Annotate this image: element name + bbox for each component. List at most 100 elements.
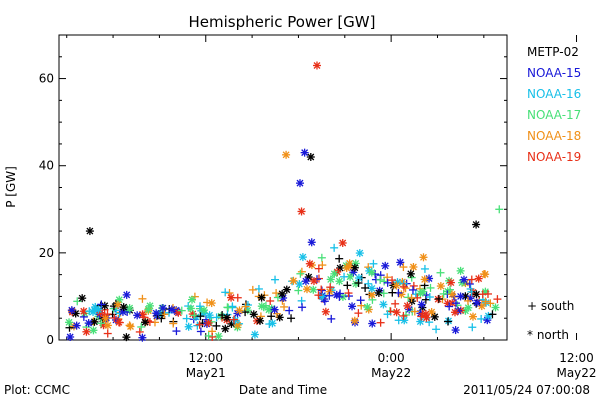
marker-legend: + south * north xyxy=(527,299,574,342)
data-point-south xyxy=(267,312,276,321)
data-point-south xyxy=(451,299,460,308)
data-point-north xyxy=(326,275,335,284)
data-point-south xyxy=(354,279,363,288)
data-point-south xyxy=(379,289,388,298)
data-point-north xyxy=(474,274,483,283)
data-point-south xyxy=(137,322,146,331)
data-point-north xyxy=(207,299,216,308)
data-point-south xyxy=(417,312,426,321)
data-point-south xyxy=(380,277,389,286)
data-point-north xyxy=(392,308,401,317)
data-point-north xyxy=(302,285,311,294)
data-point-north xyxy=(484,311,493,320)
data-point-south xyxy=(391,299,400,308)
data-point-south xyxy=(208,332,217,341)
data-point-south xyxy=(259,303,268,312)
data-point-south xyxy=(401,284,410,293)
data-point-north xyxy=(309,277,318,286)
data-point-north xyxy=(72,321,81,330)
data-point-south xyxy=(314,264,323,273)
highlighted-point-north xyxy=(282,150,291,159)
data-point-south xyxy=(172,327,181,336)
data-point-south xyxy=(409,281,418,290)
x-tick-label-time: 12:00 xyxy=(559,351,594,365)
data-point-north xyxy=(78,294,87,303)
data-point-north xyxy=(84,319,93,328)
highlighted-point-south xyxy=(495,205,504,214)
data-point-north xyxy=(321,307,330,316)
data-point-south xyxy=(196,312,205,321)
data-point-south xyxy=(241,302,250,311)
legend-entry: METP-02 xyxy=(527,45,579,59)
data-point-south xyxy=(364,279,373,288)
data-point-south xyxy=(336,289,345,298)
data-point-south xyxy=(467,275,476,284)
data-point-north xyxy=(82,327,91,336)
series-legend: METP-02 NOAA-15 NOAA-16 NOAA-17 NOAA-18 NOAA-… xyxy=(527,45,581,164)
x-axis-label: Date and Time xyxy=(239,383,327,397)
data-point-north xyxy=(133,311,142,320)
data-point-south xyxy=(425,293,434,302)
y-axis-ticks: 0 20 40 60 xyxy=(39,34,507,347)
data-point-south xyxy=(408,285,417,294)
marker-legend-entry: + south xyxy=(527,299,574,313)
highlighted-point-north xyxy=(85,227,94,236)
data-point-north xyxy=(227,293,236,302)
data-point-north xyxy=(138,333,147,342)
data-point-south xyxy=(420,264,429,273)
data-point-north xyxy=(305,259,314,268)
data-point-south xyxy=(298,303,307,312)
data-point-south xyxy=(463,296,472,305)
legend-entry: NOAA-18 xyxy=(527,129,581,143)
data-point-north xyxy=(422,313,431,322)
data-point-north xyxy=(94,305,103,314)
data-point-north xyxy=(122,333,131,342)
data-point-south xyxy=(344,289,353,298)
data-point-south xyxy=(320,297,329,306)
data-point-south xyxy=(388,288,397,297)
data-point-south xyxy=(410,307,419,316)
data-point-north xyxy=(450,308,459,317)
x-tick-label-date: May22 xyxy=(556,366,596,380)
data-point-north xyxy=(282,285,291,294)
data-point-south xyxy=(407,294,416,303)
plot-timestamp: 2011/05/24 07:00:08 xyxy=(463,383,590,397)
data-point-south xyxy=(383,310,392,319)
data-point-north xyxy=(363,303,372,312)
data-point-south xyxy=(354,309,363,318)
data-point-north xyxy=(217,312,226,321)
data-point-north xyxy=(188,295,197,304)
data-point-south xyxy=(224,303,233,312)
y-axis-label: P [GW] xyxy=(4,166,18,208)
data-point-north xyxy=(400,316,409,325)
data-point-north xyxy=(379,300,388,309)
data-point-north xyxy=(167,305,176,314)
data-point-south xyxy=(361,283,370,292)
data-point-south xyxy=(177,306,186,315)
data-point-south xyxy=(96,319,105,328)
x-tick-label-date: May22 xyxy=(371,366,411,380)
data-point-north xyxy=(355,249,364,258)
data-point-south xyxy=(439,289,448,298)
x-tick-label-time: 0:00 xyxy=(378,351,405,365)
y-tick-label: 40 xyxy=(39,159,54,173)
data-point-north xyxy=(350,316,359,325)
data-point-south xyxy=(248,285,257,294)
data-point-north xyxy=(141,318,150,327)
data-point-north xyxy=(430,312,439,321)
data-point-north xyxy=(396,258,405,267)
data-point-south xyxy=(138,294,147,303)
y-tick-label: 20 xyxy=(39,246,54,260)
data-point-north xyxy=(491,303,500,312)
data-point-south xyxy=(272,289,281,298)
data-point-south xyxy=(294,286,303,295)
data-points xyxy=(65,61,504,342)
data-point-south xyxy=(272,309,281,318)
data-point-south xyxy=(493,295,502,304)
data-point-south xyxy=(196,302,205,311)
data-point-north xyxy=(222,313,231,322)
data-point-south xyxy=(436,268,445,277)
data-point-north xyxy=(298,253,307,262)
data-point-north xyxy=(270,305,279,314)
data-point-south xyxy=(317,253,326,262)
